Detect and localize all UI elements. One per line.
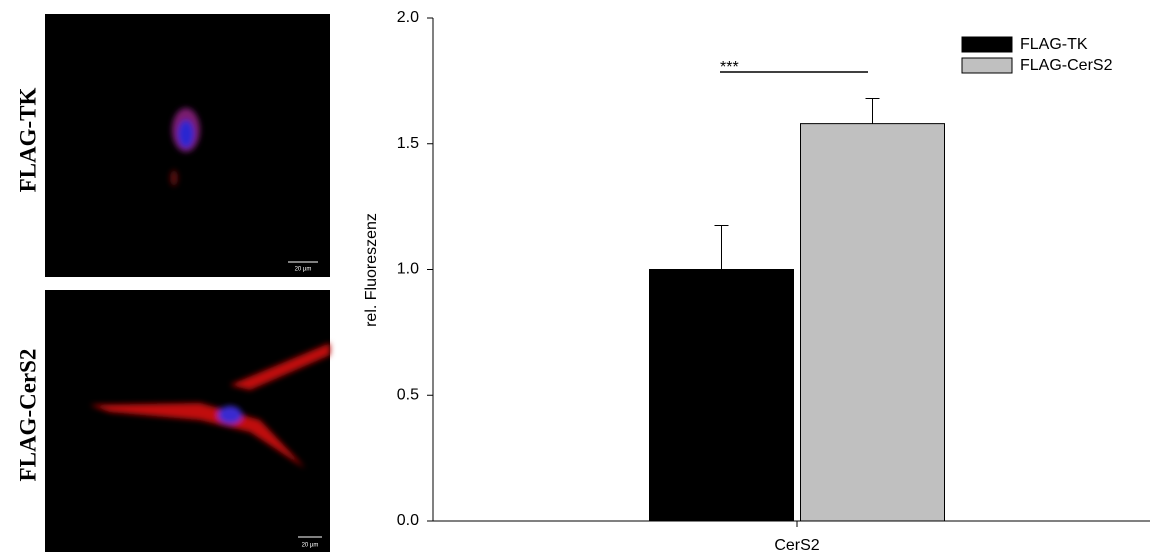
bar [650, 270, 794, 522]
legend-label: FLAG-TK [1020, 36, 1088, 53]
error-bar [715, 225, 729, 269]
y-tick-label: 0.0 [397, 512, 419, 529]
y-tick-label: 2.0 [397, 9, 419, 26]
scale-bar-label: 20 µm [295, 267, 312, 273]
page: 20 µm FLAG-TK 20 µm FLAG-CerS2 rel. Fluo… [0, 0, 1150, 559]
panel-label: FLAG-TK [15, 88, 40, 193]
y-tick-label: 1.0 [397, 261, 419, 278]
figure: 20 µm FLAG-TK 20 µm FLAG-CerS2 rel. Fluo… [0, 0, 1150, 559]
y-tick-label: 0.5 [397, 386, 419, 403]
legend-swatch [962, 58, 1012, 73]
bar [801, 124, 945, 521]
legend-swatch [962, 37, 1012, 52]
panel-label: FLAG-CerS2 [15, 349, 40, 482]
error-bar [866, 98, 880, 123]
significance-label: *** [720, 59, 739, 76]
y-axis-title: rel. Fluoreszenz [363, 213, 380, 327]
y-tick-label: 1.5 [397, 135, 419, 152]
legend-label: FLAG-CerS2 [1020, 57, 1113, 74]
micrograph [45, 290, 330, 552]
scale-bar-label: 20 µm [302, 543, 319, 549]
x-tick-label: CerS2 [774, 537, 819, 554]
